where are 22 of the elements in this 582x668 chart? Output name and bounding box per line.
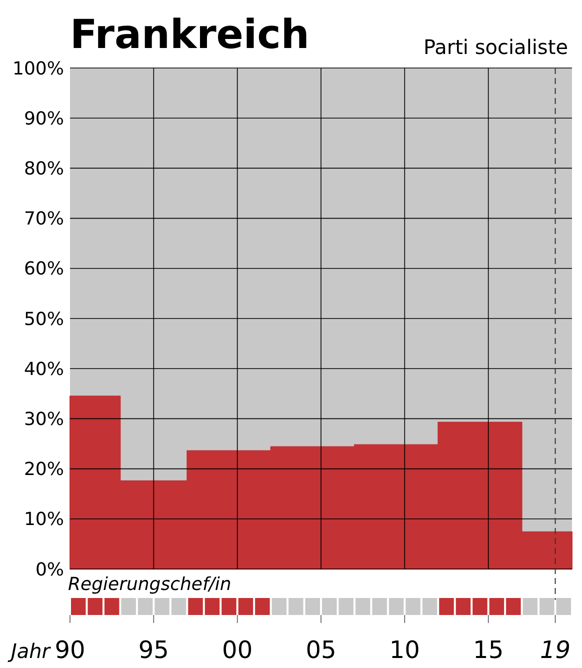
y-tick-label: 50% [24, 308, 64, 330]
y-tick-label: 70% [24, 208, 64, 230]
x-tick-label: 05 [306, 636, 336, 664]
x-tick-label: 95 [138, 636, 169, 664]
y-tick-label: 0% [35, 559, 64, 580]
chart-subtitle: Parti socialiste [423, 35, 568, 59]
x-tick-label: 90 [54, 636, 86, 664]
x-tick-label: 15 [473, 636, 504, 664]
y-tick-label: 80% [24, 158, 64, 180]
y-tick-label: 20% [24, 459, 64, 480]
y-tick-label: 100% [12, 58, 64, 80]
y-tick-label: 10% [24, 509, 64, 530]
y-tick-label: 30% [24, 409, 64, 430]
y-tick-label: 60% [24, 258, 64, 280]
x-tick-label: 10 [389, 636, 420, 664]
x-tick-label: 19 [540, 636, 571, 664]
chart-title: Frankreich [70, 12, 310, 58]
x-tick-label: 00 [222, 636, 253, 664]
chart-title: Regierungschef/in [68, 574, 232, 595]
y-tick-label: 90% [24, 108, 64, 130]
y-tick-label: 40% [24, 358, 64, 380]
x-axis-title: Jahr [6, 639, 52, 663]
